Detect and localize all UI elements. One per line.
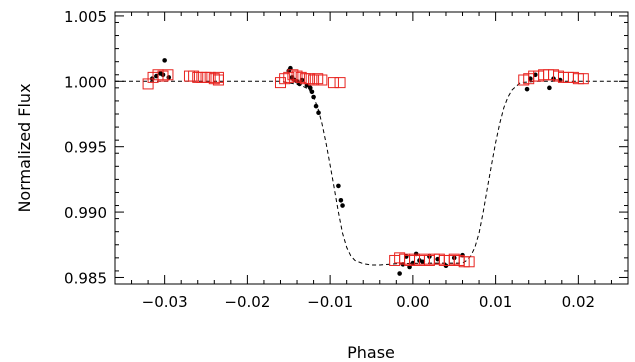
square-point (279, 73, 291, 85)
y-tick-label: 1.005 (64, 8, 107, 26)
x-tick-label: 0.01 (479, 293, 512, 311)
x-tick-label: 0.02 (562, 293, 595, 311)
y-ticks: 0.985 0.990 0.995 1.000 1.005 (64, 8, 628, 287)
dot-point (162, 58, 167, 63)
y-tick-label: 0.995 (64, 139, 107, 157)
square-point (204, 71, 216, 83)
dot-point (316, 110, 321, 115)
square-point (287, 69, 299, 81)
dot-point (338, 198, 344, 203)
dot-point (340, 203, 345, 208)
square-point (316, 74, 328, 86)
square-point (212, 71, 224, 83)
square-point (312, 73, 324, 85)
model-curve-layer (115, 80, 628, 266)
y-tick-label: 1.000 (64, 73, 107, 91)
dot-point (313, 103, 319, 109)
plot-frame (114, 11, 629, 285)
x-ticks: −0.03 −0.02 −0.01 0.00 0.01 0.02 (114, 12, 612, 311)
dot-point (166, 75, 172, 80)
x-axis-title: Phase (347, 343, 395, 362)
x-tick-label: −0.01 (307, 293, 353, 311)
square-point (295, 71, 307, 83)
square-point (208, 73, 220, 85)
y-axis-title: Normalized Flux (15, 83, 34, 212)
dot-point (547, 85, 552, 91)
square-points-layer (142, 69, 589, 268)
y-tick-label: 0.985 (64, 269, 107, 287)
square-point (463, 256, 475, 268)
square-point (291, 70, 303, 82)
square-point (327, 77, 339, 89)
model-curve (115, 80, 628, 266)
x-tick-label: −0.02 (224, 293, 270, 311)
x-tick-label: 0.00 (396, 293, 429, 311)
dot-point (524, 86, 530, 92)
dot-point (311, 94, 316, 100)
square-point (162, 69, 174, 81)
dot-point (397, 271, 402, 276)
dot-point (336, 183, 341, 189)
square-point (303, 73, 315, 85)
square-point (188, 70, 200, 82)
square-point (577, 73, 589, 85)
dot-points-layer (149, 58, 563, 276)
dot-point (307, 85, 313, 91)
square-point (334, 77, 346, 89)
x-tick-label: −0.03 (142, 293, 188, 311)
dot-point (309, 89, 315, 95)
square-point (308, 74, 320, 86)
square-point (283, 71, 295, 83)
y-tick-label: 0.990 (64, 204, 107, 222)
